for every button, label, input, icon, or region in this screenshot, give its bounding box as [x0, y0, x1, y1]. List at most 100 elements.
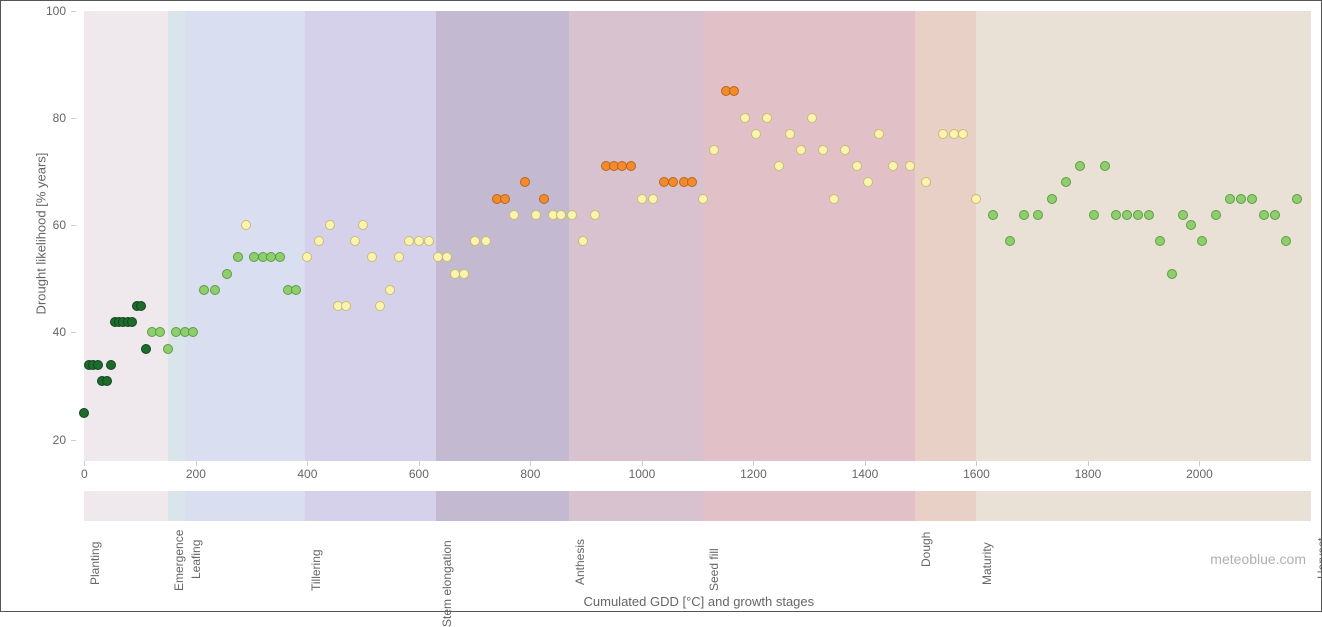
- data-point[interactable]: [740, 113, 750, 123]
- data-point[interactable]: [79, 408, 89, 418]
- data-point[interactable]: [404, 236, 414, 246]
- data-point[interactable]: [459, 269, 469, 279]
- data-point[interactable]: [938, 129, 948, 139]
- data-point[interactable]: [1100, 161, 1110, 171]
- data-point[interactable]: [222, 269, 232, 279]
- data-point[interactable]: [1075, 161, 1085, 171]
- data-point[interactable]: [852, 161, 862, 171]
- data-point[interactable]: [470, 236, 480, 246]
- data-point[interactable]: [905, 161, 915, 171]
- data-point[interactable]: [687, 177, 697, 187]
- data-point[interactable]: [102, 376, 112, 386]
- data-point[interactable]: [385, 285, 395, 295]
- data-point[interactable]: [1111, 210, 1121, 220]
- data-point[interactable]: [840, 145, 850, 155]
- data-point[interactable]: [367, 252, 377, 262]
- data-point[interactable]: [1186, 220, 1196, 230]
- data-point[interactable]: [1281, 236, 1291, 246]
- data-point[interactable]: [358, 220, 368, 230]
- data-point[interactable]: [1178, 210, 1188, 220]
- data-point[interactable]: [556, 210, 566, 220]
- data-point[interactable]: [578, 236, 588, 246]
- data-point[interactable]: [1247, 194, 1257, 204]
- data-point[interactable]: [1225, 194, 1235, 204]
- data-point[interactable]: [531, 210, 541, 220]
- data-point[interactable]: [341, 301, 351, 311]
- data-point[interactable]: [233, 252, 243, 262]
- data-point[interactable]: [1259, 210, 1269, 220]
- data-point[interactable]: [302, 252, 312, 262]
- data-point[interactable]: [509, 210, 519, 220]
- data-point[interactable]: [136, 301, 146, 311]
- data-point[interactable]: [424, 236, 434, 246]
- data-point[interactable]: [709, 145, 719, 155]
- data-point[interactable]: [1167, 269, 1177, 279]
- data-point[interactable]: [1061, 177, 1071, 187]
- data-point[interactable]: [314, 236, 324, 246]
- data-point[interactable]: [637, 194, 647, 204]
- data-point[interactable]: [1047, 194, 1057, 204]
- data-point[interactable]: [1144, 210, 1154, 220]
- growth-stage-band: [569, 11, 703, 461]
- data-point[interactable]: [155, 327, 165, 337]
- data-point[interactable]: [1005, 236, 1015, 246]
- data-point[interactable]: [698, 194, 708, 204]
- data-point[interactable]: [1019, 210, 1029, 220]
- data-point[interactable]: [275, 252, 285, 262]
- data-point[interactable]: [829, 194, 839, 204]
- data-point[interactable]: [325, 220, 335, 230]
- data-point[interactable]: [520, 177, 530, 187]
- data-point[interactable]: [500, 194, 510, 204]
- data-point[interactable]: [1033, 210, 1043, 220]
- data-point[interactable]: [807, 113, 817, 123]
- data-point[interactable]: [210, 285, 220, 295]
- data-point[interactable]: [785, 129, 795, 139]
- data-point[interactable]: [350, 236, 360, 246]
- data-point[interactable]: [1089, 210, 1099, 220]
- data-point[interactable]: [626, 161, 636, 171]
- data-point[interactable]: [93, 360, 103, 370]
- data-point[interactable]: [539, 194, 549, 204]
- growth-stage-mini-band: [168, 491, 185, 521]
- data-point[interactable]: [796, 145, 806, 155]
- data-point[interactable]: [106, 360, 116, 370]
- x-tick-label: 1600: [963, 467, 990, 481]
- data-point[interactable]: [863, 177, 873, 187]
- data-point[interactable]: [414, 236, 424, 246]
- data-point[interactable]: [648, 194, 658, 204]
- data-point[interactable]: [291, 285, 301, 295]
- data-point[interactable]: [394, 252, 404, 262]
- data-point[interactable]: [774, 161, 784, 171]
- growth-stage-mini-band: [915, 491, 976, 521]
- data-point[interactable]: [241, 220, 251, 230]
- data-point[interactable]: [442, 252, 452, 262]
- data-point[interactable]: [751, 129, 761, 139]
- data-point[interactable]: [188, 327, 198, 337]
- data-point[interactable]: [375, 301, 385, 311]
- data-point[interactable]: [971, 194, 981, 204]
- data-point[interactable]: [729, 86, 739, 96]
- data-point[interactable]: [958, 129, 968, 139]
- data-point[interactable]: [874, 129, 884, 139]
- data-point[interactable]: [590, 210, 600, 220]
- data-point[interactable]: [1155, 236, 1165, 246]
- data-point[interactable]: [1236, 194, 1246, 204]
- data-point[interactable]: [1292, 194, 1302, 204]
- data-point[interactable]: [1270, 210, 1280, 220]
- data-point[interactable]: [988, 210, 998, 220]
- data-point[interactable]: [921, 177, 931, 187]
- data-point[interactable]: [163, 344, 173, 354]
- data-point[interactable]: [668, 177, 678, 187]
- data-point[interactable]: [1133, 210, 1143, 220]
- data-point[interactable]: [141, 344, 151, 354]
- data-point[interactable]: [888, 161, 898, 171]
- data-point[interactable]: [1197, 236, 1207, 246]
- data-point[interactable]: [1211, 210, 1221, 220]
- data-point[interactable]: [567, 210, 577, 220]
- data-point[interactable]: [481, 236, 491, 246]
- data-point[interactable]: [1122, 210, 1132, 220]
- data-point[interactable]: [199, 285, 209, 295]
- data-point[interactable]: [818, 145, 828, 155]
- data-point[interactable]: [127, 317, 137, 327]
- data-point[interactable]: [762, 113, 772, 123]
